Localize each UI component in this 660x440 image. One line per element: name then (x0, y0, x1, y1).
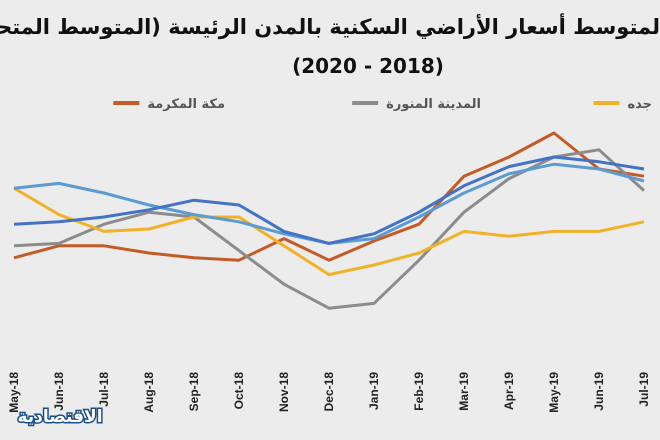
x-tick-label: Mar-19 (457, 372, 471, 411)
x-tick-label: Sep-18 (187, 372, 201, 412)
x-tick-label: Aug-18 (142, 372, 156, 413)
series-lines (13, 131, 646, 310)
legend-label: المدينة المنورة (386, 97, 481, 112)
x-tick-label: Apr-19 (502, 372, 516, 410)
series-line-5 (13, 155, 645, 245)
series-line-2 (13, 148, 646, 310)
x-tick-label: May-18 (7, 372, 21, 413)
legend: مكة المكرمة المدينة المنورة جده (113, 97, 652, 112)
legend-label: مكة المكرمة (147, 97, 225, 112)
chart-title-line-2: (2020 - 2018) (292, 54, 444, 78)
chart-title-line-1: لمتوسط أسعار الأراضي السكنية بالمدن الرئ… (0, 12, 660, 39)
x-tick-label: Dec-18 (322, 372, 336, 412)
series-line-3 (13, 186, 645, 277)
x-tick-label: Jun-19 (592, 372, 606, 411)
x-tick-label: Feb-19 (412, 372, 426, 411)
x-tick-label: Jan-19 (367, 372, 381, 410)
x-tick-label: Nov-18 (277, 372, 291, 412)
x-tick-label: Jun-18 (52, 372, 66, 411)
x-tick-label: Jul-18 (97, 372, 111, 407)
legend-label: جده (627, 97, 652, 112)
x-tick-label: May-19 (547, 372, 561, 413)
x-tick-label: Jul-19 (637, 372, 651, 407)
x-axis-tick-labels: May-18 Jun-18 Jul-18 Aug-18 Sep-18 Oct-18 Nov-… (7, 372, 651, 413)
logo-text: الاقتصادية (17, 407, 102, 427)
logo: الاقتصادية (16, 406, 104, 429)
x-tick-label: Oct-18 (232, 372, 246, 410)
series-line-1 (13, 131, 645, 262)
